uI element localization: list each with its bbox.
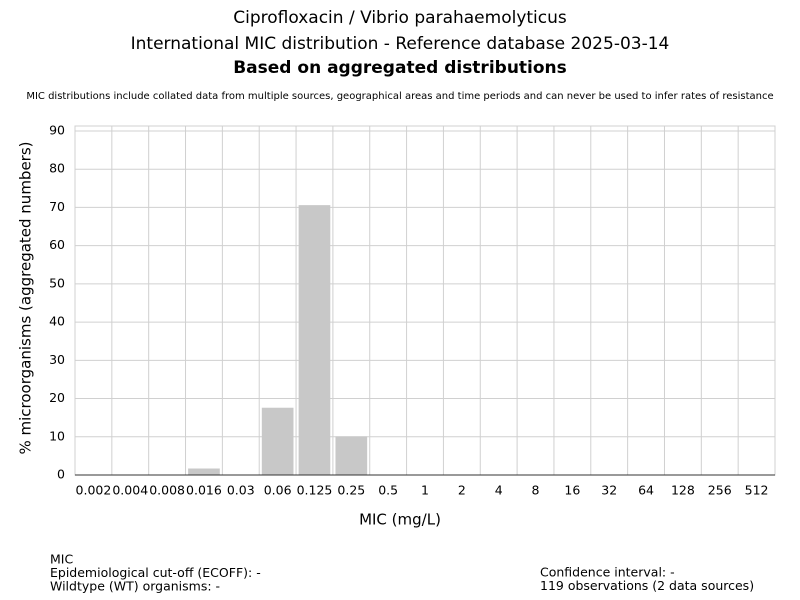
x-tick-label: 1 [421, 483, 429, 498]
y-tick-label: 30 [49, 352, 65, 367]
y-axis-label: % microorganisms (aggregated numbers) [17, 141, 35, 454]
x-tick-label: 0.06 [264, 483, 292, 498]
y-tick-label: 80 [49, 161, 65, 176]
x-tick-label: 0.004 [112, 483, 148, 498]
x-tick-label: 2 [458, 483, 466, 498]
x-tick-label: 512 [745, 483, 769, 498]
x-tick-label: 0.03 [227, 483, 255, 498]
x-tick-label: 0.016 [186, 483, 222, 498]
bar [261, 407, 294, 475]
x-tick-label: 4 [495, 483, 503, 498]
plot-area [74, 125, 776, 476]
footer-text: 119 observations (2 data sources) [540, 578, 754, 593]
x-tick-label: 256 [708, 483, 732, 498]
x-tick-label: 0.002 [76, 483, 112, 498]
chart-note: MIC distributions include collated data … [26, 91, 773, 102]
chart-subtitle: International MIC distribution - Referen… [131, 34, 670, 54]
y-tick-label: 50 [49, 275, 65, 290]
x-tick-label: 0.008 [149, 483, 185, 498]
x-tick-label: 64 [638, 483, 654, 498]
x-axis-label: MIC (mg/L) [359, 511, 441, 529]
x-tick-label: 0.125 [297, 483, 333, 498]
bar [298, 205, 331, 475]
y-tick-label: 20 [49, 390, 65, 405]
footer-text: Wildtype (WT) organisms: - [50, 579, 220, 594]
y-tick-label: 60 [49, 237, 65, 252]
bar [188, 468, 220, 475]
footer-text: MIC [50, 552, 73, 567]
y-tick-label: 10 [49, 428, 65, 443]
chart-title: Ciprofloxacin / Vibrio parahaemolyticus [233, 8, 567, 28]
x-tick-label: 128 [671, 483, 695, 498]
y-tick-label: 90 [49, 122, 65, 137]
y-tick-label: 0 [57, 467, 65, 482]
footer-text: Confidence interval: - [540, 565, 675, 580]
footer-text: Epidemiological cut-off (ECOFF): - [50, 565, 261, 580]
y-tick-label: 70 [49, 199, 65, 214]
x-tick-label: 0.25 [337, 483, 365, 498]
bar [335, 436, 368, 475]
x-tick-label: 32 [601, 483, 617, 498]
chart-heading: Based on aggregated distributions [233, 58, 567, 78]
x-tick-label: 0.5 [378, 483, 398, 498]
y-tick-label: 40 [49, 314, 65, 329]
x-tick-label: 8 [532, 483, 540, 498]
x-tick-label: 16 [564, 483, 580, 498]
